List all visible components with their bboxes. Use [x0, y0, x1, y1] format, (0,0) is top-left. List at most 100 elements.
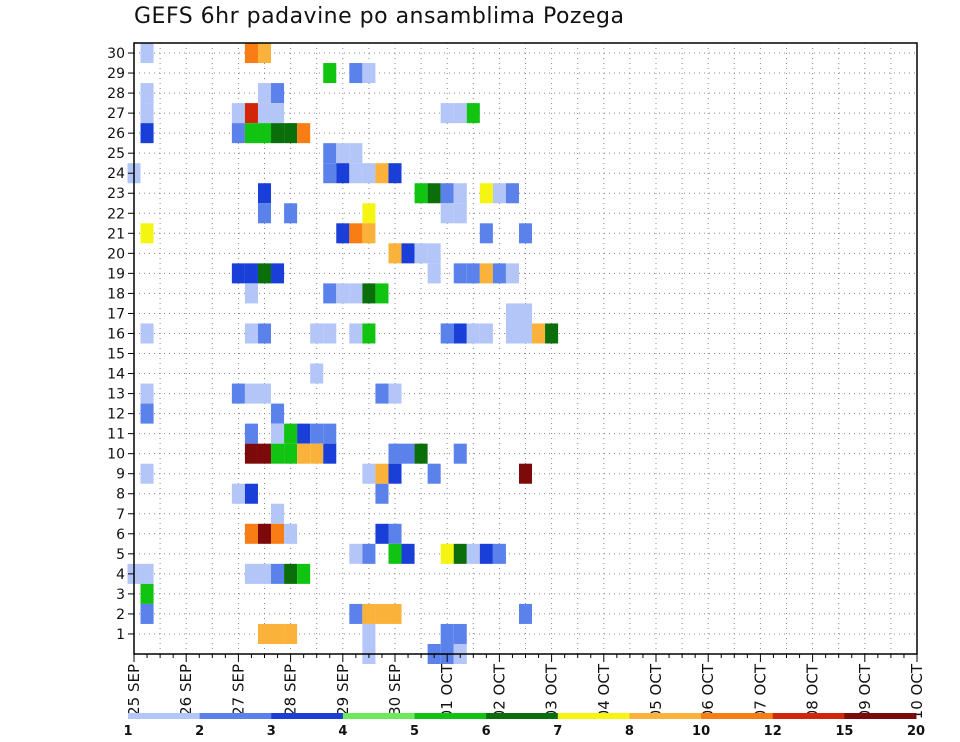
y-tick-label: 2 — [116, 607, 125, 623]
heatmap-cell — [388, 243, 402, 264]
colorbar-segment — [199, 713, 272, 719]
heatmap-cell — [257, 623, 272, 644]
colorbar-segment — [701, 713, 774, 719]
heatmap-cell — [440, 103, 454, 124]
y-tick-label: 25 — [107, 146, 125, 162]
x-tick-label: 03 OCT — [543, 663, 561, 719]
heatmap-cell — [323, 323, 337, 344]
heatmap-cell — [518, 303, 533, 324]
colorbar-label: 8 — [625, 724, 634, 739]
colorbar-segment — [414, 713, 487, 719]
heatmap-cell — [244, 103, 258, 124]
colorbar-segment — [128, 713, 201, 719]
heatmap-cell — [310, 363, 324, 384]
heatmap-cell — [284, 123, 298, 144]
chart-title: GEFS 6hr padavine po ansamblima Pozega — [134, 4, 625, 29]
heatmap-cell — [244, 563, 258, 584]
heatmap-cell — [284, 203, 298, 224]
y-tick-label: 15 — [107, 347, 125, 363]
heatmap-cell — [440, 623, 454, 644]
heatmap-cell — [231, 123, 245, 144]
heatmap-cell — [505, 263, 519, 284]
y-tick-label: 19 — [107, 266, 125, 282]
y-tick-label: 1 — [116, 627, 125, 643]
heatmap-cell — [140, 603, 154, 624]
colorbar-label: 6 — [482, 724, 491, 739]
y-tick-label: 17 — [107, 306, 125, 322]
x-tick-label: 30 SEP — [386, 664, 404, 716]
y-tick-label: 12 — [107, 407, 125, 423]
heatmap-cell — [231, 383, 245, 404]
heatmap-cell — [479, 323, 493, 344]
heatmap-cell — [140, 83, 154, 104]
colorbar-segment — [342, 713, 416, 719]
x-tick-label: 10 OCT — [908, 663, 926, 719]
heatmap-cell — [297, 123, 311, 144]
colorbar-label: 3 — [267, 724, 276, 739]
heatmap-cell — [271, 623, 285, 644]
y-tick-label: 24 — [107, 166, 125, 182]
colorbar-segment — [486, 713, 559, 719]
colorbar-segment — [629, 713, 702, 719]
y-tick-label: 3 — [116, 587, 125, 603]
heatmap-cell — [479, 543, 493, 564]
heatmap-cell — [310, 423, 324, 444]
colorbar-label: 2 — [195, 724, 204, 739]
heatmap-cell — [453, 263, 467, 284]
heatmap-cell — [375, 283, 389, 304]
heatmap-cell — [362, 543, 376, 564]
heatmap-cell — [388, 543, 402, 564]
y-tick-label: 13 — [107, 387, 125, 403]
heatmap-cell — [349, 603, 363, 624]
heatmap-cell — [257, 443, 272, 464]
heatmap-cell — [479, 263, 493, 284]
heatmap-cell — [453, 203, 467, 224]
heatmap-cell — [388, 383, 402, 404]
heatmap-cell — [440, 183, 454, 204]
heatmap-cell — [427, 243, 441, 264]
heatmap-cell — [284, 443, 298, 464]
x-axis: 25 SEP 26 SEP 27 SEP 28 SEP 29 SEP 30 SEP 01 O… — [125, 654, 926, 719]
heatmap-cell — [414, 243, 428, 264]
heatmap-cell — [349, 223, 363, 244]
heatmap-cell — [271, 423, 285, 444]
heatmap-cell — [362, 203, 376, 224]
heatmap-cell — [440, 543, 454, 564]
colorbar-segment — [772, 713, 845, 719]
heatmap-cell — [140, 383, 154, 404]
heatmap-cell — [401, 543, 415, 564]
heatmap-cell — [362, 323, 376, 344]
heatmap-cell — [257, 383, 272, 404]
heatmap-cell — [440, 323, 454, 344]
heatmap-cell — [349, 543, 363, 564]
heatmap-cell — [362, 463, 376, 484]
heatmap-cell — [244, 383, 258, 404]
heatmap-cell — [532, 323, 546, 344]
heatmap-cell — [362, 603, 376, 624]
heatmap-cell — [257, 183, 272, 204]
heatmap-cell — [375, 603, 389, 624]
x-tick-label: 27 SEP — [229, 664, 247, 716]
heatmap-cell — [479, 183, 493, 204]
y-tick-label: 28 — [107, 86, 125, 102]
y-tick-label: 22 — [107, 206, 125, 222]
y-tick-label: 4 — [116, 567, 125, 583]
heatmap-cell — [466, 103, 480, 124]
heatmap-cell — [323, 163, 337, 184]
x-tick-label: 25 SEP — [125, 664, 143, 716]
heatmap-cell — [257, 83, 272, 104]
colorbar: 1 2 3 4 5 6 7 8 10 12 15 20 — [123, 713, 925, 739]
y-tick-label: 21 — [107, 226, 125, 242]
heatmap-cell — [271, 523, 285, 544]
heatmap-cell — [271, 103, 285, 124]
x-tick-label: 01 OCT — [438, 663, 456, 719]
heatmap-cell — [271, 263, 285, 284]
heatmap-cell — [323, 63, 337, 84]
y-tick-label: 7 — [116, 507, 125, 523]
x-tick-label: 28 SEP — [282, 664, 300, 716]
heatmap-cell — [257, 563, 272, 584]
heatmap-cell — [231, 103, 245, 124]
heatmap-cell — [336, 143, 350, 164]
heatmap-cell — [284, 563, 298, 584]
heatmap-cell — [140, 463, 154, 484]
